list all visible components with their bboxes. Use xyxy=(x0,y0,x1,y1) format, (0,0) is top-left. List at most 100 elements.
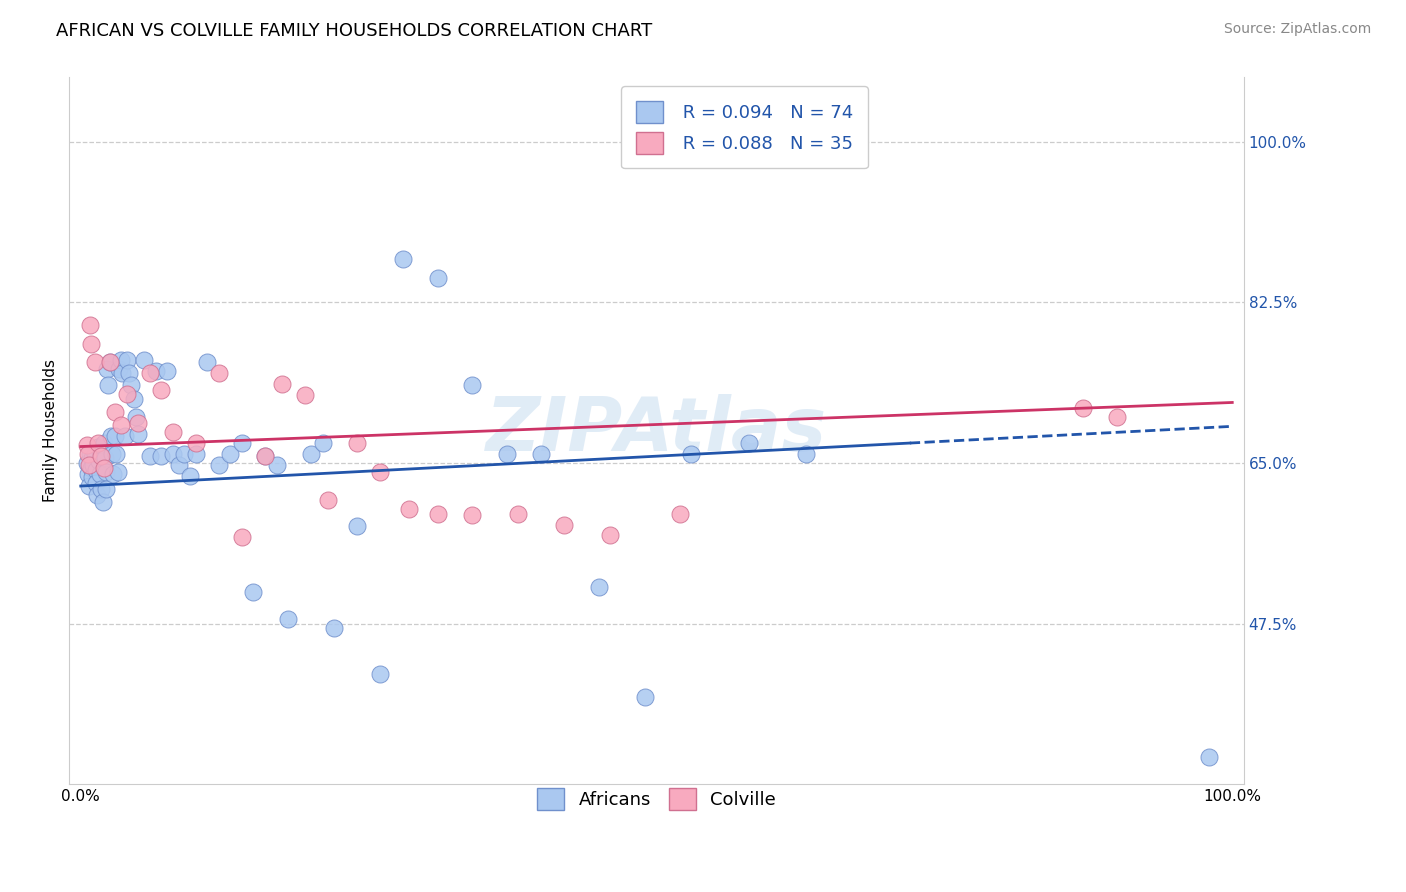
Point xyxy=(80,336,103,351)
Point xyxy=(179,469,201,483)
Point xyxy=(167,458,190,472)
Point xyxy=(208,366,231,380)
Point xyxy=(197,355,219,369)
Point xyxy=(426,508,449,522)
Point xyxy=(208,458,231,472)
Point xyxy=(139,449,162,463)
Point xyxy=(737,435,759,450)
Point xyxy=(231,435,253,450)
Point xyxy=(634,690,657,705)
Point xyxy=(104,404,127,418)
Text: Source: ZipAtlas.com: Source: ZipAtlas.com xyxy=(1223,22,1371,37)
Point xyxy=(91,494,114,508)
Point xyxy=(668,507,690,521)
Point xyxy=(97,378,120,392)
Point xyxy=(184,447,207,461)
Point xyxy=(98,355,121,369)
Point xyxy=(681,447,703,461)
Point xyxy=(184,435,207,450)
Point xyxy=(266,458,288,472)
Point xyxy=(96,362,118,376)
Point xyxy=(495,447,517,461)
Point xyxy=(94,465,117,479)
Point xyxy=(150,449,173,463)
Point xyxy=(118,366,141,380)
Point xyxy=(277,612,299,626)
Text: ZIPAtlas: ZIPAtlas xyxy=(486,394,827,467)
Point xyxy=(150,383,173,397)
Point xyxy=(271,377,294,392)
Point xyxy=(82,458,104,472)
Point xyxy=(1198,750,1220,764)
Point xyxy=(392,252,415,267)
Point xyxy=(368,465,391,479)
Point xyxy=(145,364,167,378)
Point xyxy=(599,527,621,541)
Point xyxy=(323,621,346,635)
Point xyxy=(94,482,117,496)
Point xyxy=(346,435,368,450)
Point xyxy=(82,470,104,484)
Y-axis label: Family Households: Family Households xyxy=(44,359,58,502)
Point xyxy=(318,492,340,507)
Point xyxy=(1071,401,1094,415)
Point xyxy=(107,362,129,376)
Point xyxy=(90,482,112,496)
Legend: Africans, Colville: Africans, Colville xyxy=(523,774,790,825)
Point xyxy=(132,353,155,368)
Point xyxy=(114,428,136,442)
Point xyxy=(1107,410,1129,425)
Point xyxy=(82,451,104,466)
Point xyxy=(398,502,420,516)
Point xyxy=(76,467,98,481)
Point xyxy=(461,378,484,392)
Point xyxy=(84,476,107,491)
Point xyxy=(794,447,817,461)
Point xyxy=(110,417,132,432)
Point xyxy=(105,447,128,461)
Point xyxy=(86,488,108,502)
Point xyxy=(84,463,107,477)
Point xyxy=(94,450,117,465)
Point xyxy=(101,467,124,481)
Point xyxy=(76,456,98,470)
Point xyxy=(83,447,105,461)
Point xyxy=(110,353,132,368)
Point xyxy=(98,355,121,369)
Point xyxy=(89,467,111,481)
Point xyxy=(93,460,115,475)
Point xyxy=(127,416,149,430)
Point xyxy=(346,518,368,533)
Point xyxy=(77,479,100,493)
Point xyxy=(101,447,124,461)
Point xyxy=(219,447,242,461)
Point xyxy=(89,454,111,468)
Point xyxy=(107,465,129,479)
Point xyxy=(125,410,148,425)
Point xyxy=(111,366,134,380)
Point xyxy=(77,458,100,472)
Point xyxy=(553,517,575,532)
Point xyxy=(115,387,138,401)
Point xyxy=(76,438,98,452)
Text: AFRICAN VS COLVILLE FAMILY HOUSEHOLDS CORRELATION CHART: AFRICAN VS COLVILLE FAMILY HOUSEHOLDS CO… xyxy=(56,22,652,40)
Point xyxy=(173,447,195,461)
Point xyxy=(79,318,101,333)
Point xyxy=(242,584,264,599)
Point xyxy=(162,447,184,461)
Point xyxy=(120,378,142,392)
Point xyxy=(530,447,553,461)
Point xyxy=(93,435,115,450)
Point xyxy=(253,449,276,463)
Point xyxy=(122,392,145,406)
Point xyxy=(156,364,179,378)
Point xyxy=(83,355,105,369)
Point xyxy=(104,428,127,442)
Point xyxy=(162,425,184,439)
Point xyxy=(139,366,162,380)
Point xyxy=(426,270,449,285)
Point xyxy=(588,580,610,594)
Point xyxy=(368,667,391,681)
Point xyxy=(253,449,276,463)
Point xyxy=(79,447,101,461)
